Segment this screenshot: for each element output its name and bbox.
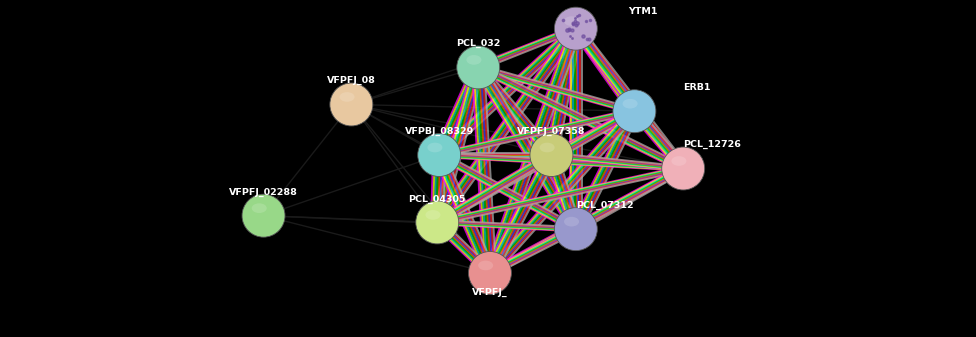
Text: PCL_07312: PCL_07312 <box>576 201 633 210</box>
Ellipse shape <box>478 261 493 270</box>
Text: VFPFJ_08: VFPFJ_08 <box>327 76 376 85</box>
Ellipse shape <box>530 133 573 177</box>
Ellipse shape <box>242 194 285 237</box>
Text: VFPFJ_: VFPFJ_ <box>472 288 508 297</box>
Ellipse shape <box>554 7 597 50</box>
Ellipse shape <box>564 217 579 226</box>
Ellipse shape <box>418 133 461 177</box>
Ellipse shape <box>623 99 637 109</box>
Text: ERB1: ERB1 <box>683 83 711 92</box>
Text: PCL_04305: PCL_04305 <box>409 194 466 204</box>
Ellipse shape <box>457 46 500 89</box>
Ellipse shape <box>662 147 705 190</box>
Text: VFPFJ_07358: VFPFJ_07358 <box>517 127 586 136</box>
Text: VFPBJ_08329: VFPBJ_08329 <box>405 127 473 136</box>
Ellipse shape <box>540 143 554 152</box>
Ellipse shape <box>340 92 354 102</box>
Ellipse shape <box>252 203 266 213</box>
Ellipse shape <box>554 208 597 251</box>
Text: PCL_12726: PCL_12726 <box>683 140 741 149</box>
Ellipse shape <box>468 251 511 295</box>
Text: VFPFJ_02288: VFPFJ_02288 <box>229 188 298 197</box>
Ellipse shape <box>671 156 686 166</box>
Ellipse shape <box>613 90 656 133</box>
Text: YTM1: YTM1 <box>629 7 658 16</box>
Ellipse shape <box>426 210 440 220</box>
Ellipse shape <box>427 143 442 152</box>
Ellipse shape <box>416 201 459 244</box>
Ellipse shape <box>564 16 579 26</box>
Ellipse shape <box>467 55 481 65</box>
Ellipse shape <box>330 83 373 126</box>
Text: PCL_032: PCL_032 <box>456 39 501 48</box>
